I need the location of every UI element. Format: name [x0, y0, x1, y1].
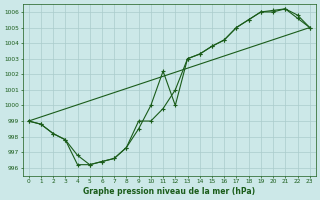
X-axis label: Graphe pression niveau de la mer (hPa): Graphe pression niveau de la mer (hPa) — [83, 187, 255, 196]
